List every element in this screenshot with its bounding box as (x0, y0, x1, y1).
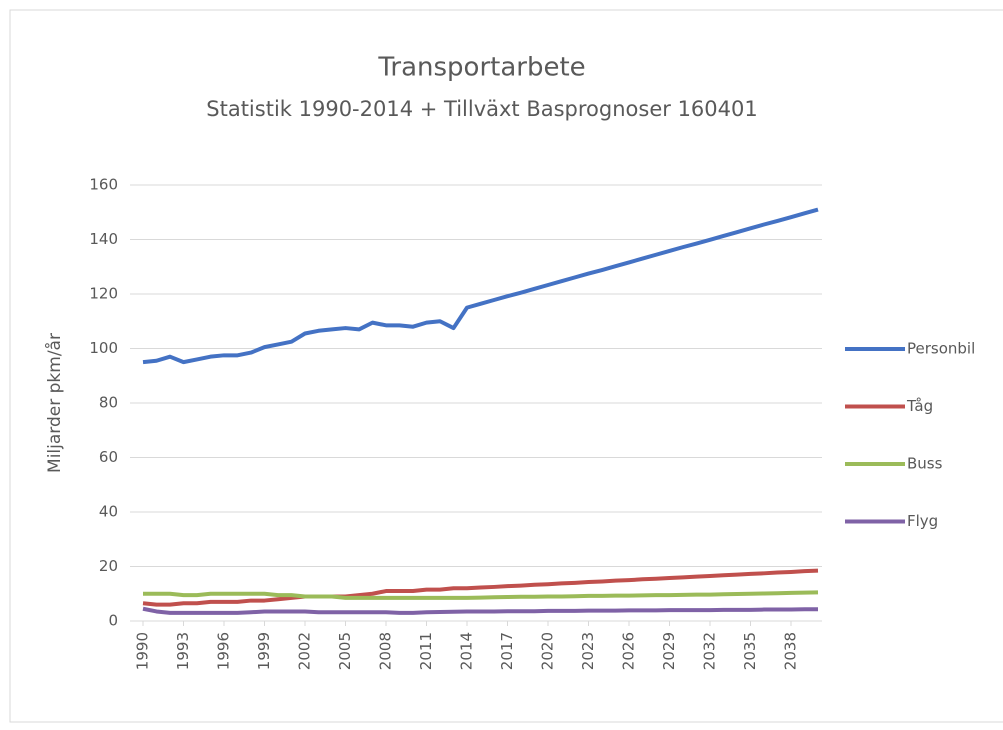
y-tick-label: 120 (89, 285, 118, 303)
x-tick-label: 1990 (134, 632, 152, 670)
y-tick-label: 100 (89, 339, 118, 357)
legend-label: Personbil (907, 340, 975, 358)
series-line (143, 590, 819, 600)
y-axis-label: Miljarder pkm/år (44, 333, 65, 473)
x-tick-label: 1993 (174, 632, 192, 670)
y-tick-label: 40 (99, 503, 118, 521)
series-line (142, 207, 819, 365)
y-tick-label: 140 (89, 230, 118, 248)
x-tick-label: 2023 (579, 632, 597, 670)
x-tick-label: 2005 (336, 632, 354, 670)
x-tick-label: 2017 (498, 632, 516, 670)
x-tick-label: 2038 (782, 632, 800, 670)
legend-label: Flyg (907, 512, 938, 530)
x-tick-label: 2029 (660, 632, 678, 670)
x-tick-label: 2014 (458, 632, 476, 670)
y-tick-label: 160 (89, 176, 118, 194)
legend-label: Tåg (906, 397, 933, 415)
y-tick-label: 20 (99, 557, 118, 575)
x-tick-label: 2008 (377, 632, 395, 670)
x-tick-label: 2020 (539, 632, 557, 670)
chart-subtitle: Statistik 1990-2014 + Tillväxt Basprogno… (206, 97, 757, 121)
x-tick-label: 1996 (215, 632, 233, 670)
x-tick-label: 2032 (701, 632, 719, 670)
legend-label: Buss (907, 455, 943, 473)
x-tick-label: 2026 (620, 632, 638, 670)
y-tick-label: 60 (99, 448, 118, 466)
x-tick-label: 2011 (417, 632, 435, 670)
series-line (142, 568, 819, 607)
x-tick-label: 2002 (296, 632, 314, 670)
y-tick-label: 0 (108, 612, 118, 630)
y-tick-label: 80 (99, 394, 118, 412)
series-line (142, 606, 818, 615)
x-tick-label: 2035 (741, 632, 759, 670)
chart-title: Transportarbete (377, 53, 585, 83)
x-tick-label: 1999 (255, 632, 273, 670)
